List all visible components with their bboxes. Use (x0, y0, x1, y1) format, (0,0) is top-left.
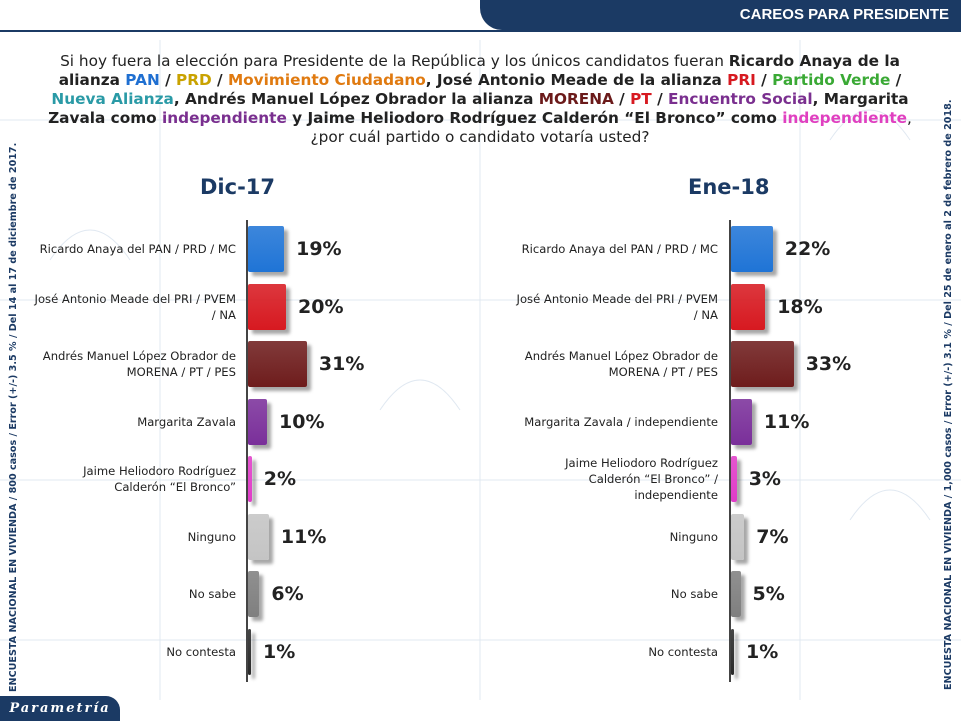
category-label: No contesta (648, 644, 718, 659)
bar (248, 571, 260, 617)
question-segment: , Andrés Manuel López Obrador la alianza (173, 90, 539, 108)
question-segment: / (651, 90, 668, 108)
category-label: Andrés Manuel López Obrador de MORENA / … (524, 349, 718, 379)
question-segment: Nueva Alianza (51, 90, 174, 108)
category-label: Ninguno (669, 529, 718, 544)
bar (731, 513, 745, 560)
header-banner: CAREOS PARA PRESIDENTE (480, 0, 961, 30)
question-segment: y Jaime Heliodoro Rodríguez Calderón “El… (286, 109, 783, 127)
category-label: José Antonio Meade del PRI / PVEM / NA (34, 291, 236, 322)
category-label: Jaime Heliodoro Rodríguez Calderón “El B… (83, 464, 236, 494)
bar-value-label: 5% (752, 583, 785, 605)
bar-value-label: 1% (746, 640, 779, 663)
parametria-logo: Parametría (0, 696, 120, 721)
left-survey-note: ENCUESTA NACIONAL EN VIVIENDA / 800 caso… (8, 142, 19, 692)
bar-value-label: 7% (756, 525, 789, 548)
bar-value-label: 2% (263, 468, 297, 490)
category-label: Andrés Manuel López Obrador de MORENA / … (42, 349, 236, 379)
category-label: José Antonio Meade del PRI / PVEM / NA (516, 291, 718, 322)
question-segment: Movimiento Ciudadano (227, 71, 426, 89)
chart-axis-0 (246, 220, 248, 682)
question-segment: PT (630, 90, 652, 108)
bar (248, 226, 285, 272)
bar-value-label: 31% (318, 353, 365, 375)
header-rule (0, 30, 961, 32)
question-segment: / (613, 90, 631, 108)
bar (731, 571, 741, 617)
bar (248, 341, 307, 387)
right-survey-note: ENCUESTA NACIONAL EN VIVIENDA / 1,000 ca… (943, 99, 954, 690)
bar-value-label: 19% (296, 238, 342, 260)
question-segment: , ¿por cuál partido o candidato votaría … (310, 109, 912, 146)
question-segment: PRI (727, 71, 756, 89)
question-segment: / (755, 71, 773, 89)
bar-value-label: 3% (748, 468, 781, 490)
question-segment: PRD (176, 71, 212, 89)
survey-question: Si hoy fuera la elección para Presidente… (30, 52, 930, 147)
bar-value-label: 11% (763, 410, 810, 433)
question-segment: PAN (125, 71, 160, 89)
category-label: Margarita Zavala / independiente (524, 414, 718, 429)
question-segment: / (890, 71, 902, 89)
bar (248, 398, 267, 445)
bar-value-label: 6% (271, 583, 304, 605)
chart-title-1: Ene-18 (688, 175, 770, 199)
chart-axis-1 (729, 220, 731, 682)
bar-value-label: 10% (279, 410, 325, 433)
category-label: No contesta (166, 644, 236, 659)
bar-value-label: 1% (263, 640, 296, 663)
header-title: CAREOS PARA PRESIDENTE (739, 6, 949, 23)
question-segment: / (159, 71, 176, 89)
question-segment: Encuentro Social (668, 90, 813, 108)
bar (731, 456, 737, 502)
question-segment: Si hoy fuera la elección para Presidente… (60, 52, 729, 70)
bar (731, 341, 794, 387)
bar-value-label: 18% (777, 295, 823, 318)
bar (731, 283, 766, 330)
question-segment: Ricardo Anaya de la alianza (58, 52, 900, 89)
bar-value-label: 20% (298, 295, 344, 318)
bar (248, 456, 252, 502)
bar-value-label: 11% (280, 525, 327, 548)
question-segment: , José Antonio Meade de la alianza (425, 71, 728, 89)
category-label: Ninguno (187, 529, 236, 544)
bar (248, 628, 251, 675)
category-label: Ricardo Anaya del PAN / PRD / MC (521, 242, 718, 256)
bar (248, 513, 269, 560)
question-segment: , Margarita Zavala como (48, 90, 909, 127)
bar-value-label: 22% (784, 238, 831, 260)
category-label: No sabe (188, 587, 236, 601)
bar (248, 283, 286, 330)
category-label: Margarita Zavala (137, 414, 236, 429)
category-label: No sabe (670, 587, 718, 601)
bar (731, 226, 773, 272)
category-label: Jaime Heliodoro Rodríguez Calderón “El B… (565, 456, 718, 502)
category-label: Ricardo Anaya del PAN / PRD / MC (39, 242, 236, 256)
bar (731, 398, 752, 445)
chart-title-0: Dic-17 (200, 175, 276, 199)
bar (731, 628, 734, 675)
question-segment: independiente (782, 109, 908, 127)
question-segment: independiente (162, 109, 287, 127)
question-segment: MORENA (538, 90, 614, 108)
question-segment: Partido Verde (772, 71, 891, 89)
question-segment: / (211, 71, 228, 89)
bar-value-label: 33% (805, 353, 852, 375)
